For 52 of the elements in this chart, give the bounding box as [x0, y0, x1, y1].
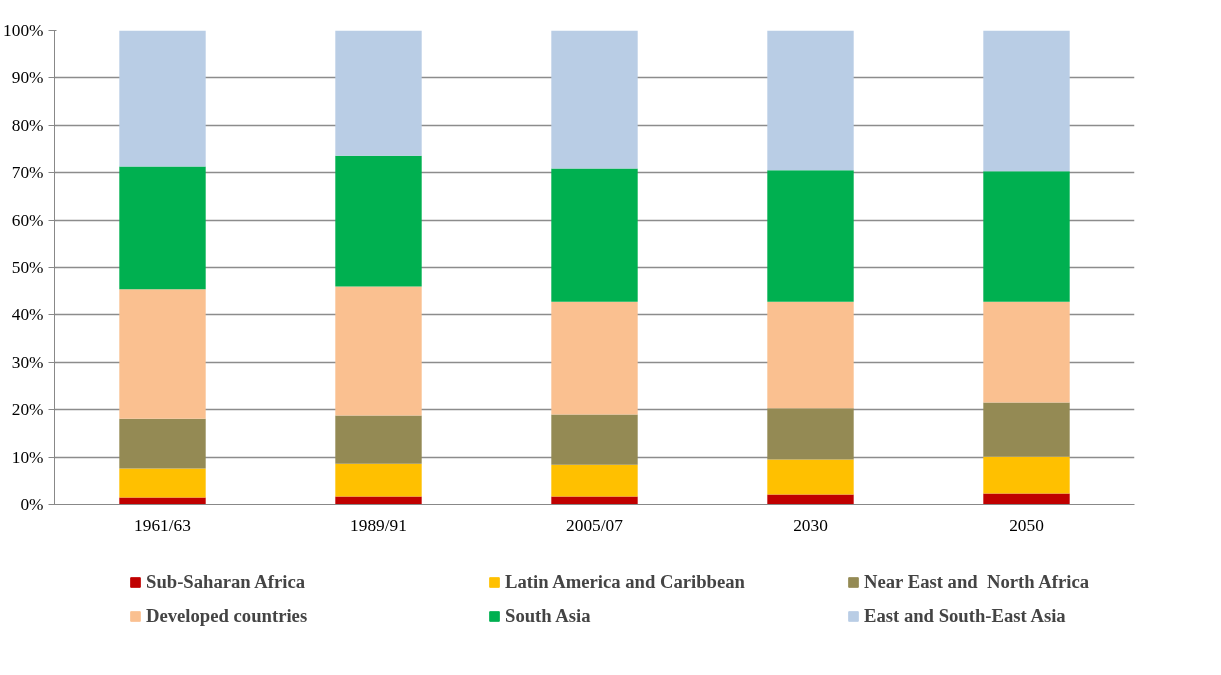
y-tick-label: 80% — [11, 115, 44, 135]
bar — [551, 301, 638, 415]
bar — [767, 30, 854, 171]
y-tick-label: 20% — [11, 400, 44, 420]
legend-label: Latin America and Caribbean — [505, 571, 746, 593]
bar — [551, 464, 638, 497]
legend-label: Near East and North Africa — [864, 571, 1091, 593]
bar — [767, 494, 854, 505]
bar — [119, 289, 206, 419]
x-tick-label: 1989/91 — [350, 515, 407, 535]
y-tick-label: 30% — [11, 352, 44, 372]
bar — [335, 496, 422, 505]
bar — [551, 30, 638, 169]
bar — [551, 414, 638, 465]
legend-label: East and South-East Asia — [864, 605, 1067, 627]
bar — [767, 170, 854, 302]
legend-label: South Asia — [505, 605, 592, 627]
bar — [767, 408, 854, 460]
y-tick-label: 50% — [11, 258, 44, 277]
x-tick-label: 2005/07 — [566, 515, 624, 535]
bar — [983, 456, 1070, 494]
bar — [983, 493, 1070, 505]
bar — [983, 30, 1070, 172]
bar — [119, 30, 206, 167]
bar — [119, 497, 206, 505]
bar — [335, 463, 422, 497]
bar — [551, 496, 638, 505]
x-tick-label: 1961/63 — [134, 515, 191, 535]
y-tick-label: 70% — [11, 163, 44, 183]
y-tick-label: 40% — [11, 305, 44, 325]
y-tick-label: 60% — [11, 210, 44, 230]
bar — [551, 168, 638, 302]
bar — [983, 301, 1070, 403]
y-tick-label: 0% — [20, 495, 44, 514]
y-tick-label: 10% — [11, 447, 44, 467]
bar — [119, 418, 206, 469]
bar — [119, 166, 206, 290]
bar — [335, 155, 422, 287]
bar — [335, 286, 422, 416]
bar — [119, 468, 206, 498]
legend-label: Developed countries — [146, 605, 309, 627]
bar — [335, 30, 422, 156]
bar — [983, 402, 1070, 457]
y-tick-label: 90% — [11, 68, 44, 88]
bar — [983, 171, 1070, 302]
bar — [767, 459, 854, 495]
bar — [767, 301, 854, 409]
x-tick-label: 2030 — [793, 515, 828, 535]
legend-label: Sub-Saharan Africa — [146, 571, 307, 593]
bar — [335, 415, 422, 464]
y-tick-label: 100% — [3, 21, 44, 40]
x-tick-label: 2050 — [1009, 515, 1044, 535]
